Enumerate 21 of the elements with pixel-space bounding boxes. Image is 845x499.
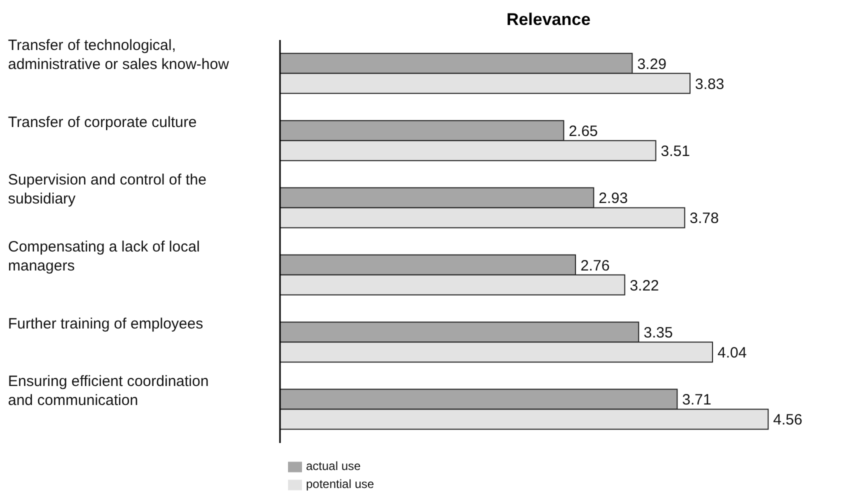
data-label: 3.29 [637, 56, 666, 73]
y-tick-label: Transfer of technological, administrative or sales know-how [8, 37, 230, 74]
data-label: 3.51 [660, 142, 690, 160]
y-tick-label: Transfer of corporate culture [8, 114, 197, 131]
data-label: 3.83 [695, 76, 724, 93]
data-label: 2.93 [598, 190, 628, 208]
data-label: 3.22 [630, 277, 659, 294]
chart-title: Relevance [505, 9, 592, 31]
data-label: 4.56 [773, 412, 802, 429]
data-label: 3.35 [644, 324, 673, 342]
y-tick-label: Supervision and control of the subsidiary [8, 171, 206, 208]
legend-label: actual use [306, 459, 361, 473]
y-tick-label: Further training of employees [8, 315, 204, 332]
data-label: 3.78 [690, 210, 719, 228]
data-label: 2.65 [568, 122, 598, 140]
legend-label: potential use [306, 477, 374, 491]
y-tick-label: Compensating a lack of local managers [8, 238, 200, 275]
data-label: 4.04 [718, 344, 747, 362]
y-tick-label: Ensuring efficient coordination and communication [8, 372, 209, 409]
data-label: 3.71 [682, 392, 712, 409]
data-label: 2.76 [580, 257, 610, 274]
